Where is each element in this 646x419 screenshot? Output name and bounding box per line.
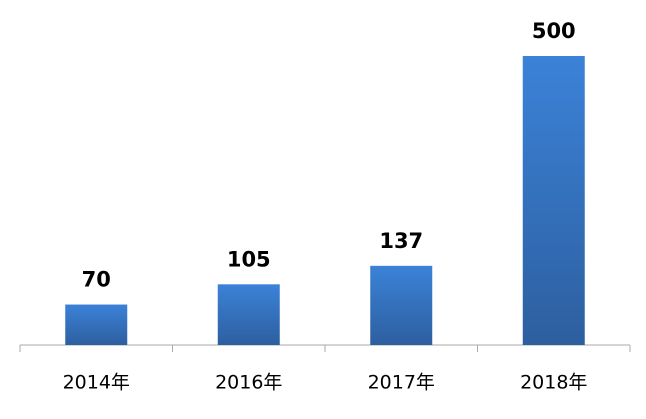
bar <box>370 265 433 345</box>
data-label: 105 <box>227 247 271 271</box>
x-tick-label: 2014年 <box>63 372 130 394</box>
data-label: 137 <box>379 229 423 253</box>
bar <box>217 284 280 345</box>
x-tick-label: 2018年 <box>520 372 587 394</box>
data-label: 70 <box>82 268 111 292</box>
x-tick-label: 2017年 <box>368 372 435 394</box>
bar <box>65 304 128 345</box>
data-label: 500 <box>532 19 576 43</box>
bar <box>522 56 585 345</box>
x-tick-label: 2016年 <box>215 372 282 394</box>
